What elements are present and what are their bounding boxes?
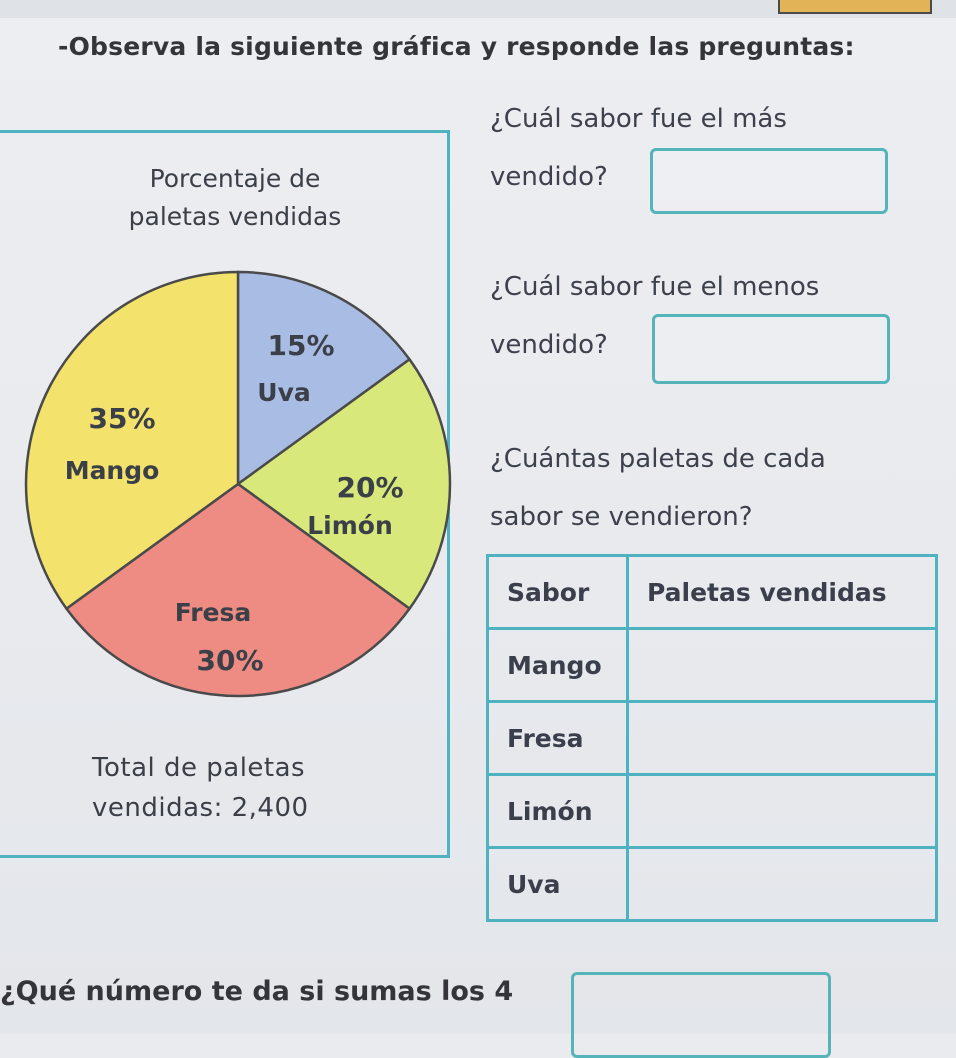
total-note-line-2: vendidas: 2,400 — [92, 793, 309, 823]
question-2: ¿Cuál sabor fue el menos vendido? — [490, 258, 819, 374]
pie-slice-uva — [236, 270, 412, 487]
question-3-line-1: ¿Cuántas paletas de cada — [490, 444, 826, 474]
pie-label-name-fresa: Fresa — [175, 598, 252, 627]
pie-label-name-uva: Uva — [257, 378, 310, 407]
table-cell-flavor: Limón — [486, 773, 629, 849]
table-cell-answer[interactable] — [626, 846, 938, 922]
flavor-table: Sabor Paletas vendidas Mango Fresa Limón… — [486, 554, 938, 922]
answer-box-most-sold[interactable] — [650, 148, 888, 214]
table-row: Limón — [486, 773, 938, 849]
question-2-line-1: ¿Cuál sabor fue el menos — [490, 272, 820, 302]
table-cell-answer[interactable] — [626, 700, 938, 776]
question-1-line-1: ¿Cuál sabor fue el más — [490, 104, 787, 134]
top-strip — [0, 0, 956, 18]
instruction-text: -Observa la siguiente gráfica y responde… — [58, 32, 855, 61]
table-row: Mango — [486, 627, 938, 703]
table-header-flavor: Sabor — [486, 554, 629, 630]
table-cell-flavor: Fresa — [486, 700, 629, 776]
pie-chart: 15% Uva 20% Limón 30% Fresa 35% Mango — [24, 270, 452, 698]
answer-box-least-sold[interactable] — [652, 314, 890, 384]
question-1-line-2: vendido? — [490, 162, 608, 192]
total-note: Total de paletas vendidas: 2,400 — [92, 748, 432, 828]
table-cell-answer[interactable] — [626, 773, 938, 849]
chart-title: Porcentaje de paletas vendidas — [90, 160, 380, 236]
pie-label-percent-uva: 15% — [267, 329, 334, 362]
table-header-sold: Paletas vendidas — [626, 554, 938, 630]
pie-label-percent-mango: 35% — [88, 402, 155, 435]
table-row: Fresa — [486, 700, 938, 776]
table-row: Uva — [486, 846, 938, 922]
top-tab-decoration — [778, 0, 932, 14]
chart-title-line-1: Porcentaje de — [149, 164, 321, 193]
question-2-line-2: vendido? — [490, 330, 608, 360]
question-3: ¿Cuántas paletas de cada sabor se vendie… — [490, 430, 826, 546]
total-note-line-1: Total de paletas — [92, 753, 306, 783]
table-cell-answer[interactable] — [626, 627, 938, 703]
pie-slice-mango — [24, 270, 240, 611]
pie-slice-limn — [235, 357, 452, 611]
pie-label-percent-fresa: 30% — [196, 644, 263, 677]
table-cell-flavor: Mango — [486, 627, 629, 703]
answer-box-sum[interactable] — [571, 972, 831, 1058]
question-3-line-2: sabor se vendieron? — [490, 502, 753, 532]
question-1: ¿Cuál sabor fue el más vendido? — [490, 90, 787, 206]
chart-title-line-2: paletas vendidas — [128, 202, 342, 231]
pie-label-percent-limn: 20% — [336, 471, 403, 504]
table-header-row: Sabor Paletas vendidas — [486, 554, 938, 630]
pie-label-name-mango: Mango — [65, 456, 160, 485]
question-4: ¿Qué número te da si sumas los 4 — [0, 976, 514, 1007]
pie-label-name-limn: Limón — [307, 511, 393, 540]
pie-slice-fresa — [64, 482, 412, 698]
table-cell-flavor: Uva — [486, 846, 629, 922]
